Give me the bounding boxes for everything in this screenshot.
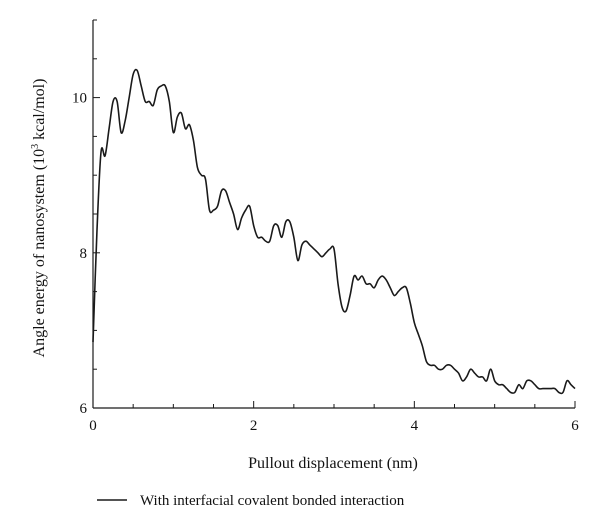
x-tick-label: 4 <box>411 418 419 434</box>
y-axis-title-units: kcal/mol) <box>31 79 48 144</box>
x-tick-label: 6 <box>571 418 579 434</box>
series-line-0 <box>92 68 576 395</box>
x-axis-ticks: 0 2 4 6 <box>89 401 579 434</box>
y-axis-ticks: 6 8 10 <box>72 19 100 417</box>
y-tick-label: 8 <box>80 246 88 262</box>
x-tick-label: 0 <box>89 418 97 434</box>
legend-label: With interfacial covalent bonded interac… <box>140 493 405 509</box>
y-axis-title-superscript: 3 <box>30 144 41 149</box>
y-tick-label: 10 <box>72 91 87 107</box>
legend: With interfacial covalent bonded interac… <box>97 493 405 509</box>
x-axis-title: Pullout displacement (nm) <box>248 455 418 472</box>
y-tick-label: 6 <box>80 401 88 417</box>
series-layer <box>92 68 576 395</box>
x-tick-label: 2 <box>250 418 258 434</box>
y-axis-title: Angle energy of nanosystem (103 kcal/mol… <box>30 79 48 358</box>
y-axis-title-main: Angle energy of nanosystem (10 <box>31 149 48 358</box>
